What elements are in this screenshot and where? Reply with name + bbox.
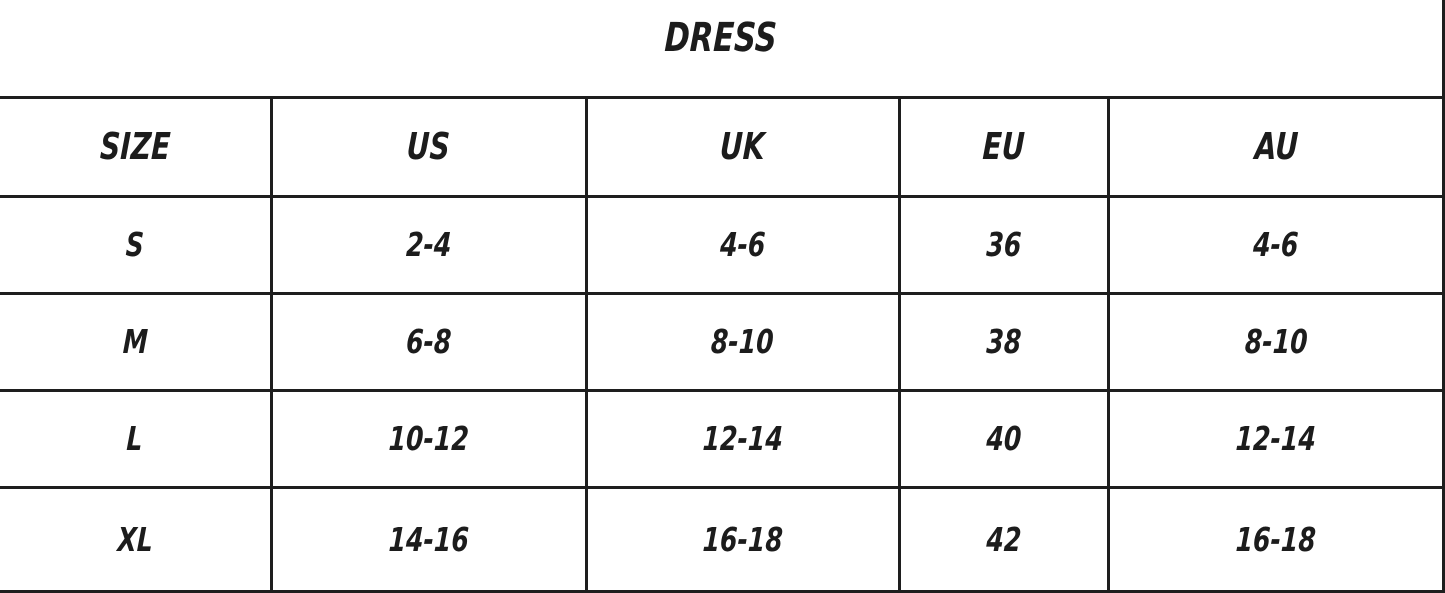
column-header-eu: EU <box>897 95 1111 198</box>
cell-us-value: 6-8 <box>269 291 588 392</box>
title-row: DRESS <box>0 0 1445 99</box>
cell-us-value: 14-16 <box>269 485 588 593</box>
cell-eu-value: 42 <box>897 485 1111 593</box>
cell-au-value: 4-6 <box>1107 194 1445 295</box>
column-header-uk: UK <box>584 95 901 198</box>
column-header-us: US <box>269 95 588 198</box>
cell-uk-value: 4-6 <box>584 194 901 295</box>
column-header-size: SIZE <box>0 95 273 198</box>
cell-size-label: XL <box>0 485 273 593</box>
cell-eu-value: 40 <box>897 388 1111 489</box>
cell-uk-value: 12-14 <box>584 388 901 489</box>
cell-eu-value: 38 <box>897 291 1111 392</box>
cell-uk-value: 8-10 <box>584 291 901 392</box>
header-row: SIZE US UK EU AU <box>0 95 1445 198</box>
cell-uk-value: 16-18 <box>584 485 901 593</box>
table-row-xl: XL 14-16 16-18 42 16-18 <box>0 485 1445 593</box>
cell-eu-value: 36 <box>897 194 1111 295</box>
cell-au-value: 8-10 <box>1107 291 1445 392</box>
cell-us-value: 10-12 <box>269 388 588 489</box>
column-header-au: AU <box>1107 95 1445 198</box>
cell-size-label: L <box>0 388 273 489</box>
cell-size-label: S <box>0 194 273 295</box>
table-row-m: M 6-8 8-10 38 8-10 <box>0 291 1445 392</box>
cell-size-label: M <box>0 291 273 392</box>
cell-au-value: 12-14 <box>1107 388 1445 489</box>
table-row-s: S 2-4 4-6 36 4-6 <box>0 194 1445 295</box>
cell-au-value: 16-18 <box>1107 485 1445 593</box>
chart-title-text: DRESS <box>664 14 778 61</box>
table-row-l: L 10-12 12-14 40 12-14 <box>0 388 1445 489</box>
cell-us-value: 2-4 <box>269 194 588 295</box>
chart-title: DRESS <box>0 0 1445 99</box>
